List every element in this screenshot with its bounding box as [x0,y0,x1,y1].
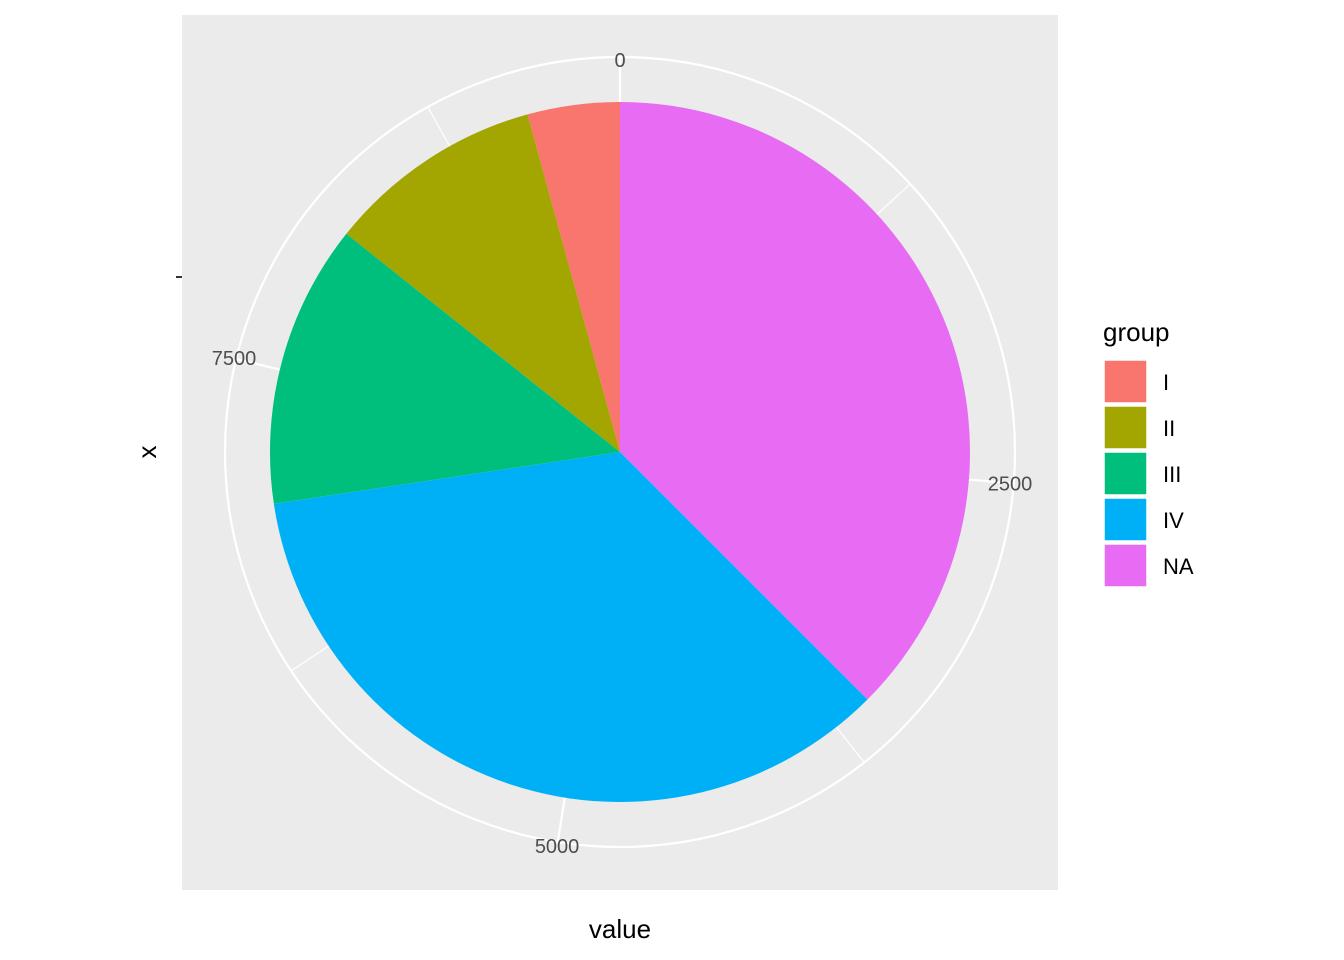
slice-NA [620,102,970,700]
slice-IV [273,452,868,802]
legend-label-III: III [1163,462,1181,487]
slice-I [527,102,620,452]
theta-tick-label: 5000 [535,836,580,858]
legend-label-II: II [1163,416,1175,441]
legend-label-I: I [1163,370,1169,395]
legend-key-II [1103,405,1148,450]
theta-ticks: 0 2500 5000 7500 [212,50,1033,858]
legend-key-NA [1103,543,1148,588]
legend-key-I [1103,359,1148,404]
slices [270,102,970,802]
legend-key-IV [1103,497,1148,542]
slice-III [270,233,620,504]
theta-tick-label: 7500 [212,348,257,370]
legend-label-IV: IV [1163,508,1184,533]
legend-title: group [1103,317,1170,347]
y-axis-title: x [132,446,162,459]
x-axis-title: value [589,914,651,944]
theta-tick-label: 2500 [988,474,1033,496]
slice-II [346,114,620,453]
legend-label-NA: NA [1163,554,1194,579]
theta-tick-label: 0 [614,50,625,72]
legend-key-III [1103,451,1148,496]
